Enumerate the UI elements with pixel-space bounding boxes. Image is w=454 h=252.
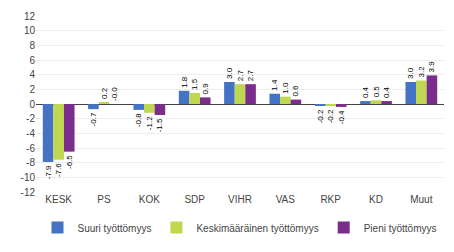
svg-text:2: 2 — [29, 84, 35, 95]
svg-text:PS: PS — [97, 194, 111, 205]
svg-text:-0.2: -0.2 — [316, 109, 325, 123]
svg-text:VIHR: VIHR — [228, 194, 252, 205]
svg-text:KOK: KOK — [139, 194, 160, 205]
svg-text:-4: -4 — [26, 128, 35, 139]
svg-text:-0.4: -0.4 — [337, 110, 346, 124]
svg-text:Pieni työttömyys: Pieni työttömyys — [364, 223, 437, 234]
svg-text:KD: KD — [369, 194, 383, 205]
svg-text:0: 0 — [29, 99, 35, 110]
svg-text:1.4: 1.4 — [270, 79, 279, 91]
svg-text:6: 6 — [29, 55, 35, 66]
svg-text:0.6: 0.6 — [291, 85, 300, 97]
svg-text:4: 4 — [29, 69, 35, 80]
svg-text:0.5: 0.5 — [372, 86, 381, 98]
svg-text:-12: -12 — [21, 187, 36, 198]
svg-text:0.2: 0.2 — [100, 87, 109, 99]
svg-text:KESK: KESK — [45, 194, 72, 205]
svg-text:-10: -10 — [21, 172, 36, 183]
svg-text:0.4: 0.4 — [382, 86, 391, 98]
svg-text:3.2: 3.2 — [417, 66, 426, 78]
svg-text:3.9: 3.9 — [427, 61, 436, 73]
svg-text:Keskimääräinen työttömyys: Keskimääräinen työttömyys — [196, 223, 318, 234]
svg-text:3.0: 3.0 — [406, 67, 415, 79]
svg-text:-0.0: -0.0 — [110, 87, 119, 101]
svg-text:1.0: 1.0 — [281, 82, 290, 94]
svg-text:12: 12 — [24, 11, 36, 22]
svg-text:-1.2: -1.2 — [145, 116, 154, 130]
svg-text:1.5: 1.5 — [190, 78, 199, 90]
svg-text:-0.8: -0.8 — [134, 113, 143, 127]
svg-text:1.8: 1.8 — [180, 76, 189, 88]
svg-text:-2: -2 — [26, 113, 35, 124]
svg-text:Muut: Muut — [410, 194, 432, 205]
svg-text:2.7: 2.7 — [246, 70, 255, 82]
svg-text:-6.5: -6.5 — [65, 155, 74, 169]
svg-text:-7.9: -7.9 — [44, 165, 53, 179]
svg-text:8: 8 — [29, 40, 35, 51]
svg-text:0.4: 0.4 — [361, 86, 370, 98]
svg-text:3.0: 3.0 — [225, 67, 234, 79]
svg-text:-0.7: -0.7 — [89, 112, 98, 126]
svg-text:2.7: 2.7 — [236, 70, 245, 82]
svg-text:RKP: RKP — [320, 194, 341, 205]
svg-text:-0.2: -0.2 — [326, 109, 335, 123]
svg-text:10: 10 — [24, 25, 36, 36]
svg-text:SDP: SDP — [184, 194, 205, 205]
svg-text:-8: -8 — [26, 157, 35, 168]
svg-text:0.9: 0.9 — [201, 83, 210, 95]
svg-text:-6: -6 — [26, 143, 35, 154]
svg-text:Suuri työttömyys: Suuri työttömyys — [78, 223, 152, 234]
svg-text:-7.6: -7.6 — [54, 163, 63, 177]
svg-text:-1.5: -1.5 — [155, 118, 164, 132]
svg-text:VAS: VAS — [276, 194, 296, 205]
